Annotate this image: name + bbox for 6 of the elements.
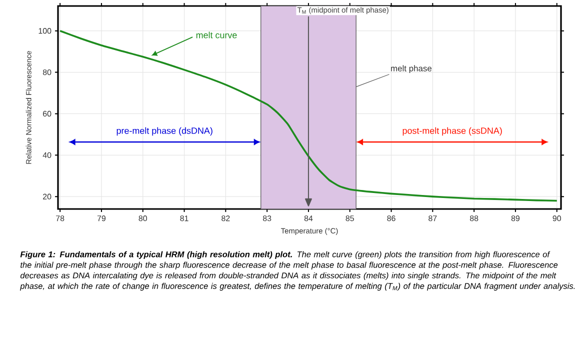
- line-series: [59, 30, 558, 202]
- text: Figure 1: Fundamentals of a typical HRM (high resolution melt) plot. The melt curve (green) plots the transition from high fluorescence of the initial pre-melt phase through the sharp fluorescence decrease of the melt phase to basal fluorescence at the post-melt phase. Fluorescence decreases as DNA intercalating dye is released from double-stranded DNA as it dissociates (melts) into single strands. The midpoint of the melt phase, at which the rate of change in fluorescence is greatest, defines the temperature of melting (T$_{M}$) of the particular DNA fragment under analysis.: [20, 251, 575, 291]
- annotation: melt curve: [196, 32, 237, 38]
- band-label: melt phase: [391, 65, 432, 74]
- annotation: post-melt phase (ssDNA): [402, 127, 502, 136]
- annotation: pre-melt phase (dsDNA): [116, 127, 212, 136]
